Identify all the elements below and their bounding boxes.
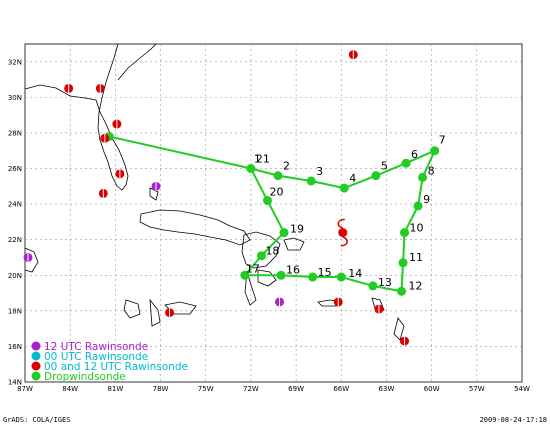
dropwindsonde-point xyxy=(276,270,286,280)
waypoint-label: 7 xyxy=(439,134,446,147)
dropwindsonde-point xyxy=(368,281,378,291)
lat-tick-label: 26N xyxy=(8,165,22,173)
legend-label-00-12utc: 00 and 12 UTC Rawinsonde xyxy=(44,361,188,373)
lon-tick-label: 69W xyxy=(288,385,304,393)
lon-tick-label: 54W xyxy=(514,385,530,393)
lat-tick-label: 14N xyxy=(8,379,22,387)
dropwindsonde-point xyxy=(306,176,316,186)
waypoint-label: 2 xyxy=(283,160,290,173)
dropwindsonde-point xyxy=(418,172,428,182)
lat-tick-label: 20N xyxy=(8,272,22,280)
dropwindsonde-point xyxy=(398,258,408,268)
dropwindsonde-point xyxy=(256,251,266,261)
dropwindsonde-point xyxy=(246,164,256,174)
waypoint-label: 5 xyxy=(381,160,388,173)
waypoint-label: 4 xyxy=(349,172,356,185)
hurricane-icon xyxy=(337,218,348,247)
waypoint-label: 15 xyxy=(318,266,332,279)
lon-tick-label: 78W xyxy=(153,385,169,393)
dropwindsonde-point xyxy=(308,272,318,282)
lon-tick-label: 60W xyxy=(424,385,440,393)
waypoint-label: 6 xyxy=(411,148,418,161)
dropwindsonde-point xyxy=(371,171,381,181)
waypoint-label: 17 xyxy=(246,262,260,275)
dropwindsonde-point xyxy=(273,171,283,181)
legend-marker-00utc xyxy=(31,351,41,361)
lon-tick-label: 87W xyxy=(17,385,33,393)
dropwindsonde-point xyxy=(240,270,250,280)
dropwindsonde-route: 21 2 3 4 5 6 7 8 9 10 11 12 13 14 15 16 17 18 19 20 1 xyxy=(104,132,446,296)
lon-tick-label: 72W xyxy=(243,385,259,393)
waypoint-label: 19 xyxy=(290,223,304,236)
waypoint-label: 9 xyxy=(423,193,430,206)
legend-marker-12utc xyxy=(31,341,41,351)
waypoint-label: 20 xyxy=(269,186,283,199)
rawinsonde-stations xyxy=(23,50,410,346)
lat-lon-grid xyxy=(25,44,522,382)
lat-tick-label: 30N xyxy=(8,94,22,102)
waypoint-label: 10 xyxy=(410,222,424,235)
waypoint-label: 16 xyxy=(286,263,300,276)
waypoint-label: 8 xyxy=(428,164,435,177)
coastline xyxy=(24,43,405,341)
waypoint-label: 13 xyxy=(378,276,392,289)
hurricane-arm-lower xyxy=(340,236,348,247)
lat-tick-label: 24N xyxy=(8,201,22,209)
waypoint-label: 3 xyxy=(316,165,323,178)
lat-tick-label: 22N xyxy=(8,236,22,244)
dropwindsonde-point xyxy=(336,272,346,282)
legend-marker-dropwindsonde xyxy=(31,371,41,381)
dropwindsonde-point xyxy=(413,201,423,211)
hurricane-arm-upper xyxy=(337,218,345,229)
dropwindsonde-point xyxy=(262,196,272,206)
waypoint-label: 14 xyxy=(348,267,362,280)
lon-tick-label: 63W xyxy=(379,385,395,393)
dropwindsonde-point xyxy=(401,158,411,168)
lon-tick-label: 84W xyxy=(62,385,78,393)
legend: 12 UTC Rawinsonde 00 UTC Rawinsonde 00 a… xyxy=(31,341,188,383)
waypoint-label: 1 xyxy=(254,153,261,166)
dropwindsonde-point xyxy=(339,183,349,193)
waypoint-label: 18 xyxy=(265,245,279,258)
route-line xyxy=(109,135,437,293)
dropwindsonde-point xyxy=(430,146,440,156)
lat-tick-label: 32N xyxy=(8,58,22,66)
waypoint-label: 11 xyxy=(409,251,423,264)
lat-tick-label: 16N xyxy=(8,343,22,351)
lon-tick-label: 66W xyxy=(333,385,349,393)
waypoint-label: 12 xyxy=(409,279,423,292)
axis-ticks: 87W 84W 81W 78W 75W 72W 69W 66W 63W 60W 57W 54W 32N 3… xyxy=(8,58,530,393)
legend-label-00utc: 00 UTC Rawinsonde xyxy=(44,351,148,363)
dropwindsonde-point xyxy=(397,286,407,296)
dropwindsonde-point xyxy=(400,228,410,238)
legend-marker-00-12utc xyxy=(31,361,41,371)
legend-label-dropwindsonde: Dropwindsonde xyxy=(44,371,126,383)
waypoint-label: 21 xyxy=(256,153,270,166)
dropwindsonde-point xyxy=(279,228,289,238)
lon-tick-label: 81W xyxy=(107,385,123,393)
legend-label-12utc: 12 UTC Rawinsonde xyxy=(44,341,148,353)
hurricane-eye xyxy=(338,228,348,238)
lon-tick-label: 75W xyxy=(198,385,214,393)
footer-timestamp: 2009-08-24-17:18 xyxy=(480,416,547,424)
lat-tick-label: 28N xyxy=(8,129,22,137)
lat-tick-label: 18N xyxy=(8,307,22,315)
footer-credit: GrADS: COLA/IGES xyxy=(3,416,70,424)
lon-tick-label: 57W xyxy=(469,385,485,393)
